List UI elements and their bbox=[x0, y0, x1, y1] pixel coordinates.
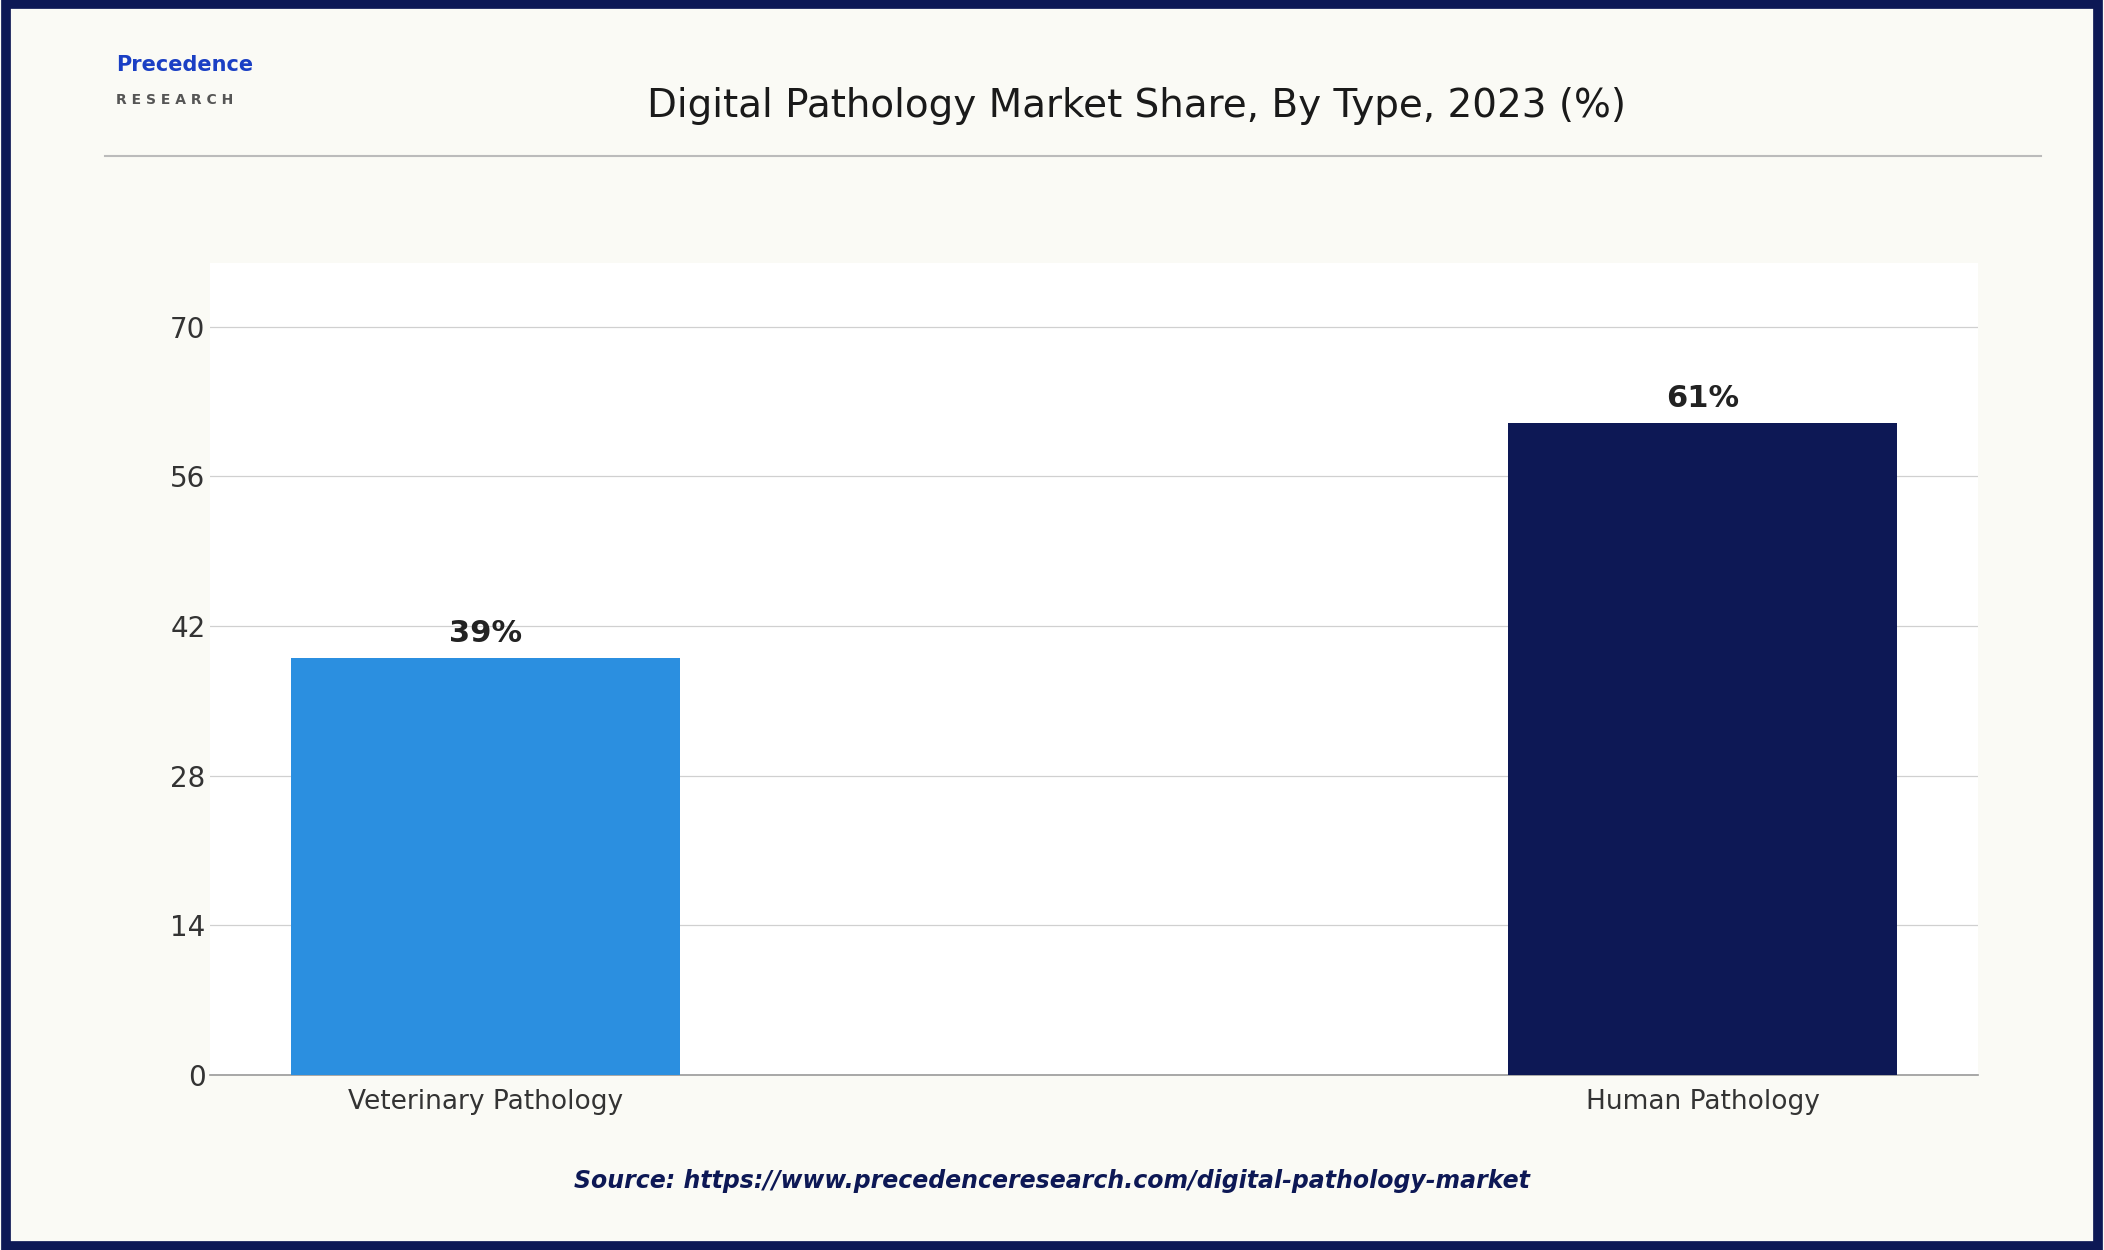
Text: Precedence: Precedence bbox=[116, 55, 252, 75]
Text: Digital Pathology Market Share, By Type, 2023 (%): Digital Pathology Market Share, By Type,… bbox=[646, 88, 1626, 125]
Text: R E S E A R C H: R E S E A R C H bbox=[116, 92, 234, 108]
Bar bbox=[1509, 422, 1898, 1075]
Text: 61%: 61% bbox=[1666, 384, 1740, 414]
Bar bbox=[290, 658, 680, 1075]
Text: 39%: 39% bbox=[448, 620, 522, 649]
Text: Source: https://www.precedenceresearch.com/digital-pathology-market: Source: https://www.precedenceresearch.c… bbox=[574, 1169, 1530, 1194]
